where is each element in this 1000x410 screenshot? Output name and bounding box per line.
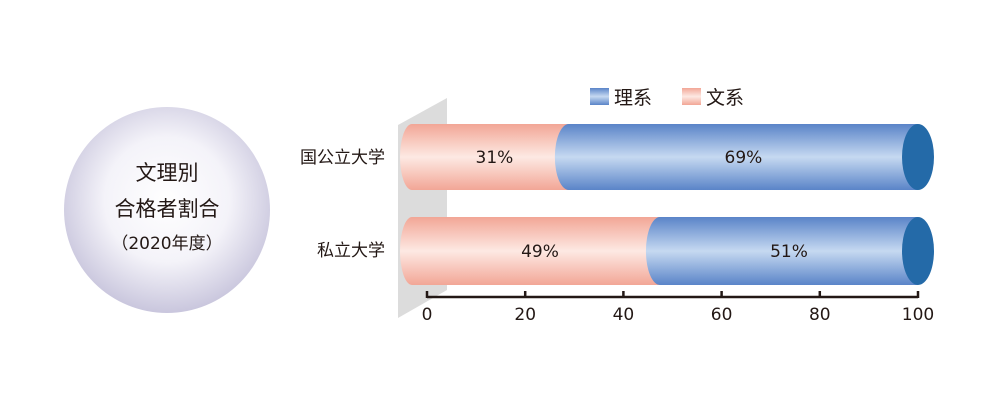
category-label-kokkoritsu: 国公立大学 bbox=[300, 148, 385, 168]
x-axis: 0 20 40 60 80 100 bbox=[422, 291, 934, 325]
data-label-bunkei: 49% bbox=[521, 242, 559, 262]
x-tick-label: 40 bbox=[613, 305, 635, 325]
bar-end-cap bbox=[902, 217, 934, 285]
legend-label-bunkei: 文系 bbox=[706, 87, 744, 109]
data-label-rikei: 51% bbox=[770, 242, 808, 262]
title-line-1: 文理別 bbox=[136, 161, 199, 185]
bar-bunkei bbox=[412, 217, 660, 285]
bar-group-0: 31% 69% bbox=[400, 124, 934, 190]
bar-segment-boundary bbox=[554, 124, 583, 190]
bar-end-cap bbox=[902, 124, 934, 190]
data-label-rikei: 69% bbox=[725, 148, 763, 168]
bar-rikei bbox=[659, 217, 918, 285]
title-circle: 文理別 合格者割合 （2020年度） bbox=[64, 107, 270, 313]
title-circle-background bbox=[64, 107, 270, 313]
title-line-3: （2020年度） bbox=[111, 234, 222, 254]
data-label-bunkei: 31% bbox=[476, 148, 514, 168]
bar-rikei bbox=[568, 124, 918, 190]
legend-swatch-rikei bbox=[590, 88, 609, 105]
bar-group-1: 49% 51% bbox=[400, 217, 934, 285]
bar-segment-boundary bbox=[645, 217, 674, 285]
legend: 理系 文系 bbox=[590, 87, 744, 109]
bar-bunkei bbox=[412, 124, 569, 190]
legend-label-rikei: 理系 bbox=[614, 87, 652, 109]
title-line-2: 合格者割合 bbox=[115, 197, 220, 221]
x-tick-label: 0 bbox=[422, 305, 433, 325]
x-tick-label: 60 bbox=[711, 305, 733, 325]
category-label-shiritsu: 私立大学 bbox=[317, 241, 385, 261]
x-tick-label: 100 bbox=[902, 305, 934, 325]
x-tick-label: 80 bbox=[809, 305, 831, 325]
legend-swatch-bunkei bbox=[682, 88, 701, 105]
x-tick-label: 20 bbox=[514, 305, 536, 325]
